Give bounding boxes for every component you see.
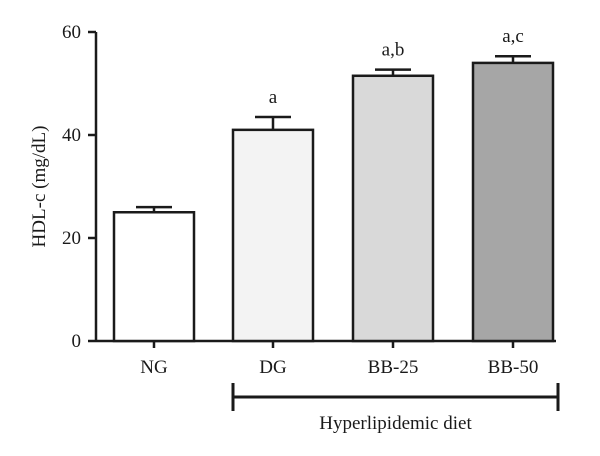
category-label: BB-50 (488, 357, 539, 378)
significance-label: a,c (502, 26, 524, 47)
bars (112, 54, 555, 343)
bar-bb-25 (351, 74, 435, 343)
y-tick-label: 0 (72, 331, 82, 352)
significance-label: a (269, 87, 278, 108)
y-axis-label: HDL-c (mg/dL) (29, 126, 50, 248)
bar-dg (231, 128, 315, 343)
bar-bb-50 (471, 61, 555, 343)
y-tick-label: 40 (62, 125, 81, 146)
group-label: Hyperlipidemic diet (319, 413, 472, 434)
category-label: DG (259, 357, 287, 378)
labels: NG DG a BB-25 a,b BB-50 a,c (140, 26, 538, 378)
category-label: NG (140, 357, 168, 378)
significance-label: a,b (382, 40, 405, 61)
group-bracket (231, 383, 560, 411)
category-label: BB-25 (368, 357, 419, 378)
y-tick-label: 60 (62, 22, 81, 43)
y-tick-label: 20 (62, 228, 81, 249)
bar-ng (112, 211, 196, 343)
